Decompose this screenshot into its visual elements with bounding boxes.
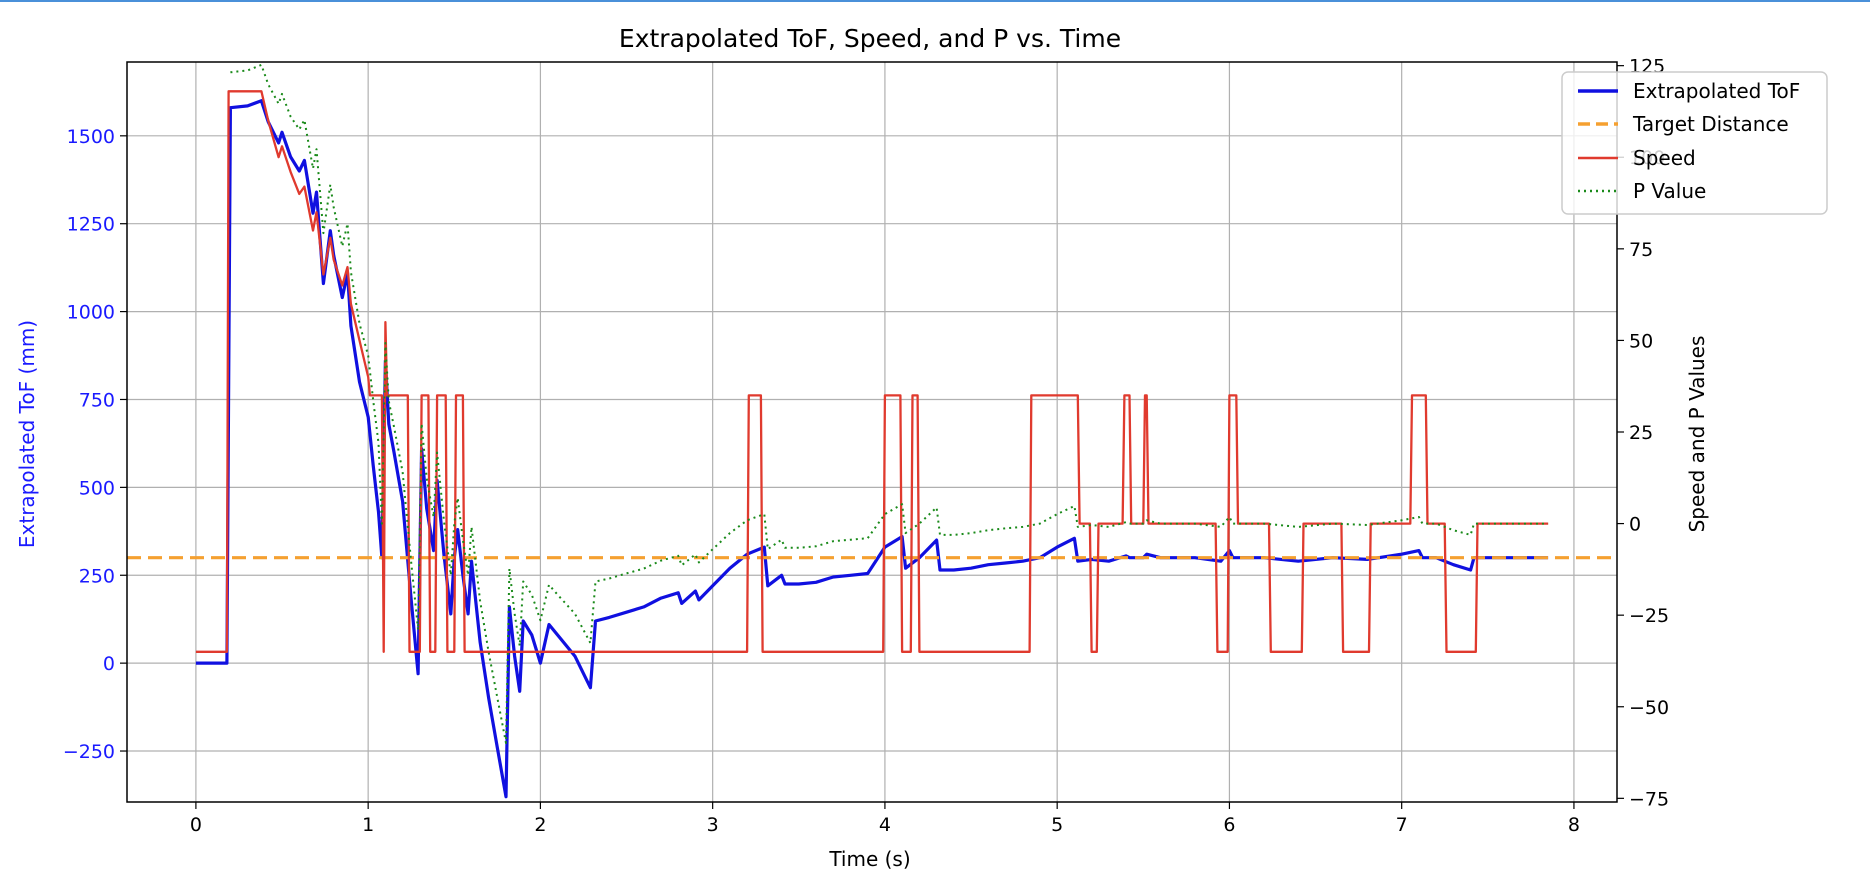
y-right-tick-label: 50 xyxy=(1629,330,1653,352)
plot-area-frame xyxy=(126,61,1618,803)
legend-label-p-value: P Value xyxy=(1633,179,1706,203)
legend-label-speed: Speed xyxy=(1633,146,1696,170)
y-left-tick-label: 500 xyxy=(79,477,115,499)
y-right-tick-label: 75 xyxy=(1629,239,1653,261)
x-tick-label: 0 xyxy=(190,814,202,836)
chart-title: Extrapolated ToF, Speed, and P vs. Time xyxy=(619,24,1121,53)
y-right-tick-label: 0 xyxy=(1629,514,1641,536)
x-tick-label: 1 xyxy=(362,814,374,836)
x-tick-label: 5 xyxy=(1051,814,1063,836)
y-left-tick-label: 1500 xyxy=(67,126,115,148)
axis-ticks: 0 1 2 3 4 5 6 7 8−2500250500750100012501500−75−5… xyxy=(63,56,1669,836)
y-left-tick-label: 250 xyxy=(79,565,115,587)
legend-label-tof: Extrapolated ToF xyxy=(1633,79,1800,103)
y-left-tick-label: 1000 xyxy=(67,302,115,324)
series-line-extrapolated-tof xyxy=(195,99,1549,799)
y-left-axis-label: Extrapolated ToF (mm) xyxy=(15,320,39,548)
plot-lines xyxy=(127,63,1617,799)
y-right-tick-label: −75 xyxy=(1629,788,1669,810)
y-right-tick-label: −25 xyxy=(1629,605,1669,627)
y-right-axis-label: Speed and P Values xyxy=(1685,336,1709,533)
window-top-border xyxy=(0,0,1870,2)
x-tick-label: 3 xyxy=(707,814,719,836)
x-axis-label: Time (s) xyxy=(828,847,910,871)
x-tick-label: 2 xyxy=(534,814,546,836)
legend-label-target: Target Distance xyxy=(1632,112,1789,136)
legend-box xyxy=(1561,71,1828,215)
grid xyxy=(127,62,1617,802)
x-tick-label: 7 xyxy=(1396,814,1408,836)
x-tick-label: 6 xyxy=(1223,814,1235,836)
y-left-tick-label: 0 xyxy=(103,653,115,675)
y-left-tick-label: 1250 xyxy=(67,214,115,236)
y-right-tick-label: 25 xyxy=(1629,422,1653,444)
y-right-tick-label: −50 xyxy=(1629,697,1669,719)
series-line-speed xyxy=(195,90,1549,653)
x-tick-label: 4 xyxy=(879,814,891,836)
y-left-tick-label: −250 xyxy=(63,741,115,763)
x-tick-label: 8 xyxy=(1568,814,1580,836)
y-left-tick-label: 750 xyxy=(79,389,115,411)
legend: Extrapolated ToF Target Distance Speed P… xyxy=(1561,71,1828,215)
